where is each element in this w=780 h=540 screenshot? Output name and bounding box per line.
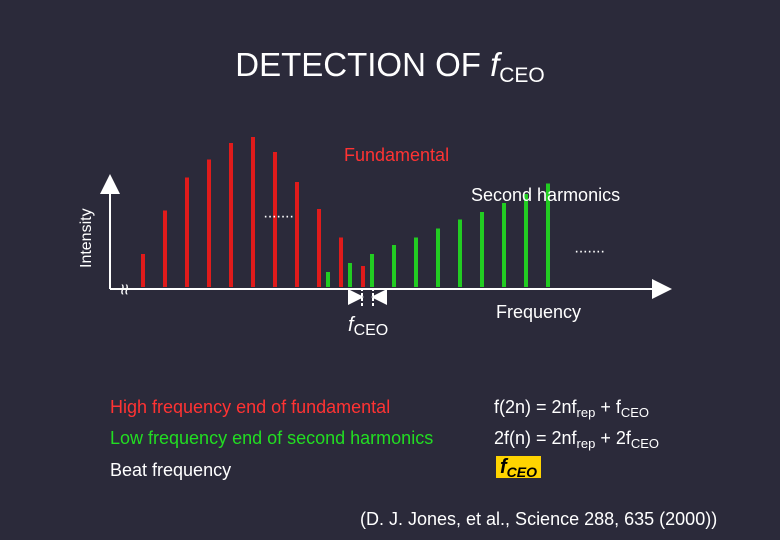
title-f: f xyxy=(490,46,500,83)
eq1-part-a: f(2n) = 2nf xyxy=(494,397,577,417)
citation: (D. J. Jones, et al., Science 288, 635 (… xyxy=(360,509,718,529)
y-axis-label: Intensity xyxy=(78,208,95,268)
fceo-label: fCEO xyxy=(348,314,388,340)
fundamental-label: Fundamental xyxy=(344,145,450,165)
eq1-ceo: CEO xyxy=(620,405,650,420)
axis-break-symbol: ≈ xyxy=(113,284,135,295)
eq2-part-a: 2f(n) = 2nf xyxy=(494,428,577,448)
beat-sub: CEO xyxy=(506,464,538,480)
fceo-f: f xyxy=(348,314,354,336)
eq2-ceo: CEO xyxy=(630,436,660,451)
eq2-rep: rep xyxy=(576,436,596,451)
note-low-frequency: Low frequency end of second harmonics xyxy=(110,428,434,448)
beat-fceo-badge: fCEO xyxy=(496,456,542,480)
harmonic-label: Second harmonics xyxy=(471,185,621,205)
eq2-part-b: + 2f xyxy=(595,428,631,448)
equation-harmonic: 2f(n) = 2nfrep + 2fCEO xyxy=(494,428,659,451)
harmonic-comb xyxy=(326,183,550,287)
title-sub: CEO xyxy=(499,64,545,87)
fundamental-comb xyxy=(141,137,365,287)
harmonic-ellipsis: ······· xyxy=(574,243,604,260)
beat-f: f xyxy=(500,456,507,478)
eq1-rep: rep xyxy=(576,405,596,420)
x-axis-label: Frequency xyxy=(496,302,582,322)
title-text: DETECTION OF xyxy=(235,46,491,83)
beat-highlight: fCEO xyxy=(496,456,542,480)
fceo-sub: CEO xyxy=(353,322,389,339)
fundamental-ellipsis: ······· xyxy=(263,208,293,225)
note-high-frequency: High frequency end of fundamental xyxy=(110,397,391,417)
eq1-part-b: + f xyxy=(595,397,621,417)
note-beat-frequency: Beat frequency xyxy=(110,460,232,480)
equation-fundamental: f(2n) = 2nfrep + fCEO xyxy=(494,397,649,420)
page-title: DETECTION OF fCEO xyxy=(0,46,780,88)
